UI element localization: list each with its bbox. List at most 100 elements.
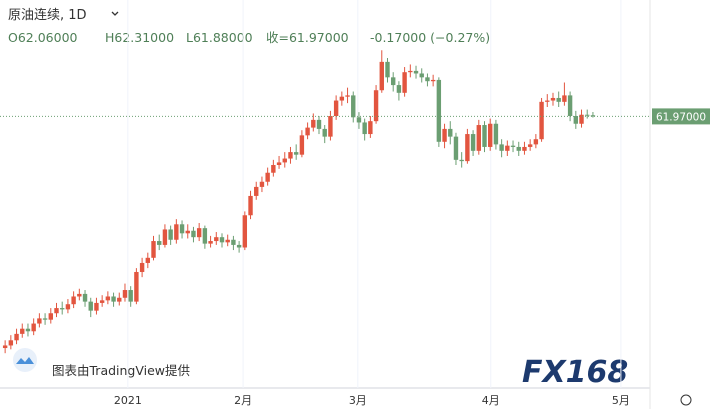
x-tick-label: 2月 <box>234 394 252 407</box>
candle-body <box>225 239 230 243</box>
candle-body <box>550 97 556 101</box>
candle-body <box>288 152 293 159</box>
candle-body <box>499 144 504 151</box>
ohlc-open: O62.06000 <box>8 30 78 45</box>
candle-body <box>316 119 322 129</box>
candle-body <box>151 241 156 258</box>
candle-body <box>567 95 573 117</box>
candle-body <box>362 122 367 135</box>
candle-body <box>242 215 248 248</box>
candle-body <box>510 145 516 147</box>
candle-body <box>585 114 590 116</box>
candle-body <box>208 241 213 244</box>
candle-body <box>48 313 53 320</box>
candle-body <box>37 318 42 324</box>
x-tick-label: 5月 <box>612 394 630 407</box>
ohlc-legend: O62.06000 H62.31000 L61.88000 收=61.97000… <box>8 30 490 45</box>
candle-body <box>476 125 481 151</box>
candle-body <box>157 241 162 245</box>
candle-body <box>105 296 111 301</box>
settings-icon[interactable] <box>680 394 692 406</box>
candle-body <box>145 257 151 263</box>
candle-body <box>562 95 567 102</box>
candle-body <box>42 318 48 320</box>
candle-body <box>111 296 116 302</box>
candle-body <box>459 159 464 162</box>
candle-body <box>214 237 219 242</box>
fx168-logo: FX168 <box>522 355 628 390</box>
candle-body <box>196 228 202 238</box>
candle-body <box>516 146 521 151</box>
candle-body <box>122 290 128 298</box>
candle-body <box>2 345 8 349</box>
watermark-text: 图表由TradingView提供 <box>52 363 190 378</box>
candle-body <box>527 144 533 147</box>
candle-body <box>448 128 453 137</box>
x-tick-label: 4月 <box>482 394 500 407</box>
candle-body <box>276 162 282 165</box>
candle-body <box>168 229 173 240</box>
candle-body <box>390 77 396 86</box>
candle-body <box>579 114 584 124</box>
candle-body <box>408 70 413 73</box>
candle-body <box>442 128 447 142</box>
candle-body <box>545 100 550 102</box>
candle-body <box>25 328 31 332</box>
candle-body <box>533 139 539 145</box>
candle-body <box>413 70 419 74</box>
tv-logo-shape <box>16 357 34 364</box>
candle-body <box>493 123 499 145</box>
candle-body <box>82 293 88 302</box>
candle-body <box>379 61 384 91</box>
candle-body <box>590 115 596 117</box>
candle-body <box>351 95 356 118</box>
candle-body <box>488 123 493 147</box>
candle-body <box>128 290 133 302</box>
candle-body <box>202 228 208 244</box>
candle-body <box>333 100 339 117</box>
candle-body <box>174 224 179 240</box>
plot <box>2 0 622 388</box>
candle-body <box>271 164 276 173</box>
candle-body <box>356 117 362 123</box>
candle-body <box>162 229 168 245</box>
candle-body <box>134 271 139 302</box>
candle-body <box>345 95 350 97</box>
last-price-label: 61.97000 <box>656 111 706 123</box>
candle-body <box>231 239 236 245</box>
x-tick-label: 3月 <box>349 394 367 407</box>
candle-body <box>77 293 82 297</box>
candle-body <box>311 119 316 128</box>
candle-body <box>248 195 253 216</box>
ohlc-close: 收=61.97000 <box>266 30 349 45</box>
candle-body <box>470 134 476 151</box>
x-tick-label: 2021 <box>114 394 142 407</box>
candle-body <box>65 304 71 310</box>
candle-body <box>54 308 59 314</box>
ohlc-high: H62.31000 <box>105 30 174 45</box>
candle-body <box>20 328 25 334</box>
candle-body <box>254 186 259 196</box>
candle-body <box>88 301 93 311</box>
candle-body <box>482 125 487 147</box>
candle-body <box>8 340 14 346</box>
candle-body <box>453 136 459 160</box>
candle-body <box>368 121 373 135</box>
candle-body <box>94 302 99 311</box>
candle-body <box>60 308 65 310</box>
candle-body <box>299 135 305 155</box>
candle-body <box>322 128 327 137</box>
candle-body <box>282 158 287 163</box>
candle-body <box>14 333 19 341</box>
candle-body <box>305 127 310 136</box>
chevron[interactable] <box>111 11 119 16</box>
candle-body <box>236 244 242 248</box>
candle-body <box>505 145 510 151</box>
candle-body <box>522 146 527 151</box>
candle-body <box>339 96 345 101</box>
candle-body <box>139 262 145 272</box>
candle-body <box>179 224 185 234</box>
tv-logo <box>13 348 37 372</box>
